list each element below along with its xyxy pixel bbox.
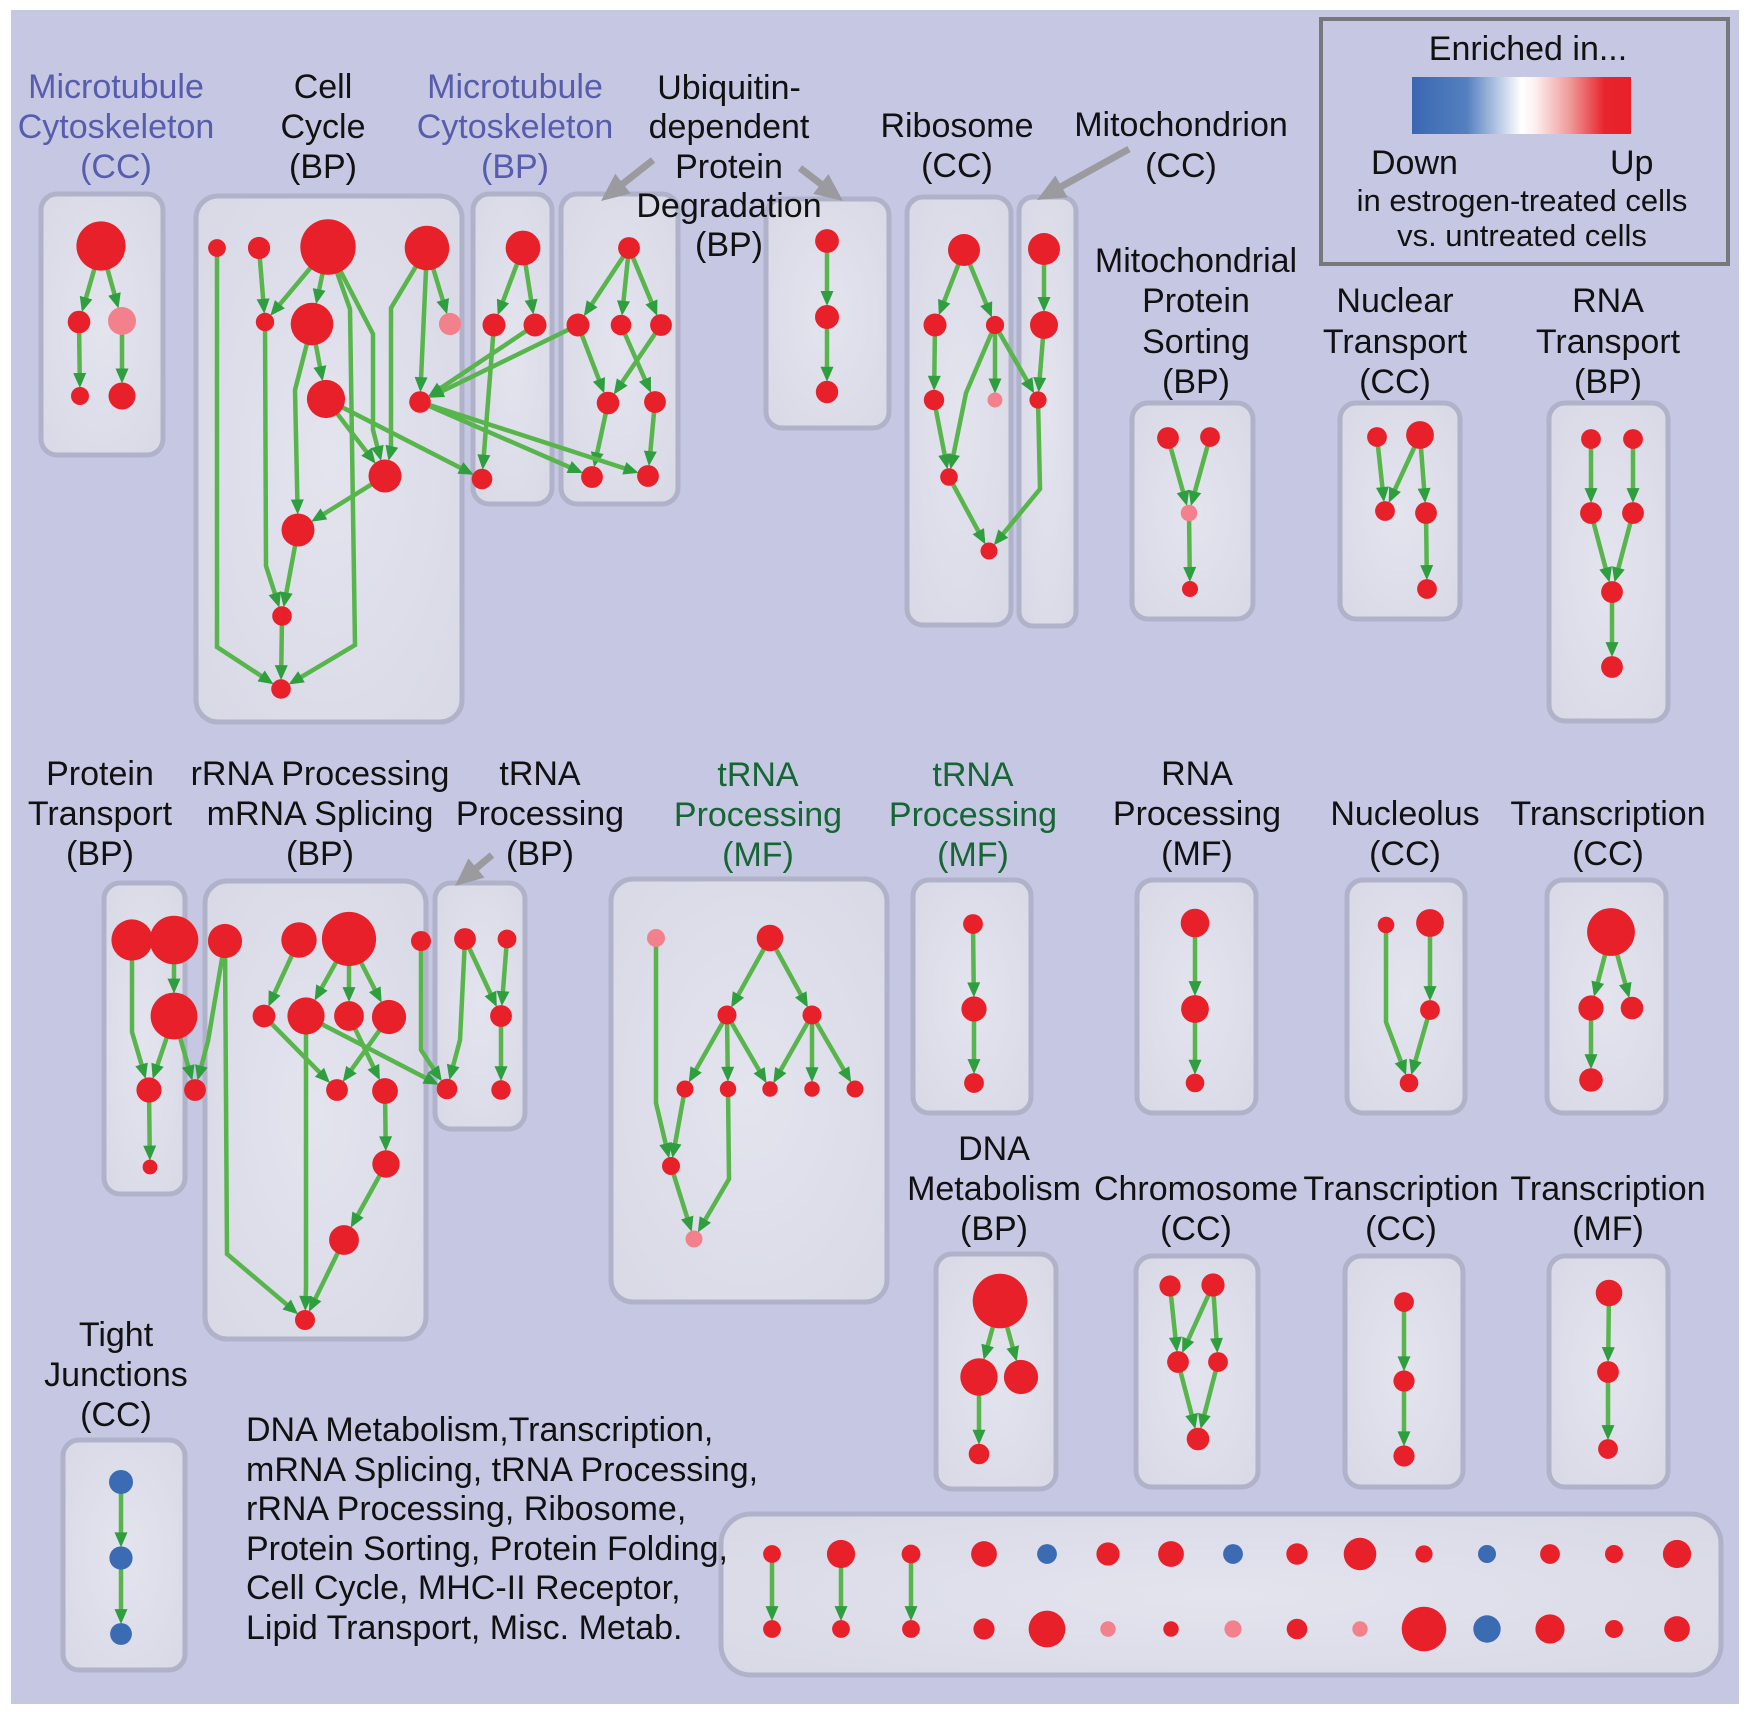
svg-text:Degradation: Degradation xyxy=(636,187,821,225)
svg-text:(BP): (BP) xyxy=(1574,363,1642,401)
svg-text:RNA: RNA xyxy=(1572,282,1644,320)
svg-text:DNA: DNA xyxy=(958,1130,1030,1168)
svg-text:(CC): (CC) xyxy=(1369,835,1441,873)
svg-text:(BP): (BP) xyxy=(1162,363,1230,401)
svg-text:Down: Down xyxy=(1371,144,1458,182)
svg-text:Transcription: Transcription xyxy=(1303,1170,1498,1208)
svg-text:vs. untreated cells: vs. untreated cells xyxy=(1397,218,1647,253)
svg-text:Cytoskeleton: Cytoskeleton xyxy=(417,108,614,146)
svg-text:(CC): (CC) xyxy=(1365,1210,1437,1248)
svg-text:Chromosome: Chromosome xyxy=(1094,1170,1298,1208)
svg-text:Processing: Processing xyxy=(1113,795,1281,833)
svg-text:dependent: dependent xyxy=(649,108,810,146)
svg-text:Processing: Processing xyxy=(456,795,624,833)
svg-text:Transcription: Transcription xyxy=(1510,1170,1705,1208)
svg-text:Processing: Processing xyxy=(889,796,1057,834)
svg-text:Protein: Protein xyxy=(675,148,783,186)
svg-text:mRNA Splicing, tRNA Processing: mRNA Splicing, tRNA Processing, xyxy=(246,1451,758,1489)
svg-text:(CC): (CC) xyxy=(1572,835,1644,873)
svg-text:(BP): (BP) xyxy=(695,226,763,264)
svg-text:Cell Cycle, MHC-II Receptor,: Cell Cycle, MHC-II Receptor, xyxy=(246,1569,681,1607)
svg-text:DNA Metabolism,Transcription,: DNA Metabolism,Transcription, xyxy=(246,1411,713,1449)
svg-text:rRNA Processing: rRNA Processing xyxy=(191,755,450,793)
svg-text:Transport: Transport xyxy=(1323,323,1468,361)
svg-text:(CC): (CC) xyxy=(80,148,152,186)
svg-text:tRNA: tRNA xyxy=(499,755,581,793)
svg-text:Nuclear: Nuclear xyxy=(1336,282,1453,320)
svg-text:Sorting: Sorting xyxy=(1142,323,1250,361)
svg-text:Nucleolus: Nucleolus xyxy=(1330,795,1479,833)
svg-text:Cell: Cell xyxy=(294,68,353,106)
svg-text:Transport: Transport xyxy=(1536,323,1681,361)
svg-text:Transcription: Transcription xyxy=(1510,795,1705,833)
svg-text:Protein: Protein xyxy=(46,755,154,793)
svg-text:Up: Up xyxy=(1610,144,1653,182)
svg-text:tRNA: tRNA xyxy=(717,756,799,794)
svg-text:in estrogen-treated cells: in estrogen-treated cells xyxy=(1357,183,1688,218)
svg-text:(MF): (MF) xyxy=(722,836,794,874)
svg-text:(CC): (CC) xyxy=(1160,1210,1232,1248)
svg-text:Transport: Transport xyxy=(28,795,173,833)
svg-text:Enriched in...: Enriched in... xyxy=(1429,30,1627,68)
svg-text:(BP): (BP) xyxy=(66,835,134,873)
svg-text:(BP): (BP) xyxy=(289,148,357,186)
svg-text:Processing: Processing xyxy=(674,796,842,834)
svg-text:mRNA Splicing: mRNA Splicing xyxy=(207,795,434,833)
svg-text:(CC): (CC) xyxy=(1359,363,1431,401)
svg-text:(MF): (MF) xyxy=(1572,1210,1644,1248)
svg-text:Cycle: Cycle xyxy=(280,108,365,146)
svg-text:Ubiquitin-: Ubiquitin- xyxy=(657,69,801,107)
svg-text:Mitochondrial: Mitochondrial xyxy=(1095,242,1297,280)
svg-text:Microtubule: Microtubule xyxy=(427,68,603,106)
svg-text:Protein Sorting, Protein Foldi: Protein Sorting, Protein Folding, xyxy=(246,1530,728,1568)
svg-text:Mitochondrion: Mitochondrion xyxy=(1074,106,1288,144)
svg-text:Ribosome: Ribosome xyxy=(880,107,1033,145)
svg-text:Lipid Transport, Misc. Metab.: Lipid Transport, Misc. Metab. xyxy=(246,1609,683,1647)
svg-text:(CC): (CC) xyxy=(1145,147,1217,185)
svg-text:(BP): (BP) xyxy=(506,835,574,873)
svg-text:(CC): (CC) xyxy=(80,1396,152,1434)
svg-text:Junctions: Junctions xyxy=(44,1356,188,1394)
svg-text:Metabolism: Metabolism xyxy=(907,1170,1081,1208)
svg-text:tRNA: tRNA xyxy=(932,756,1014,794)
svg-text:Microtubule: Microtubule xyxy=(28,68,204,106)
svg-text:RNA: RNA xyxy=(1161,755,1233,793)
svg-text:Cytoskeleton: Cytoskeleton xyxy=(18,108,215,146)
svg-text:Tight: Tight xyxy=(79,1316,154,1354)
svg-text:(BP): (BP) xyxy=(481,148,549,186)
svg-text:(MF): (MF) xyxy=(937,836,1009,874)
svg-text:(CC): (CC) xyxy=(921,147,993,185)
svg-text:(BP): (BP) xyxy=(286,835,354,873)
svg-text:rRNA Processing, Ribosome,: rRNA Processing, Ribosome, xyxy=(246,1490,686,1528)
svg-text:(BP): (BP) xyxy=(960,1210,1028,1248)
svg-text:(MF): (MF) xyxy=(1161,835,1233,873)
svg-text:Protein: Protein xyxy=(1142,282,1250,320)
